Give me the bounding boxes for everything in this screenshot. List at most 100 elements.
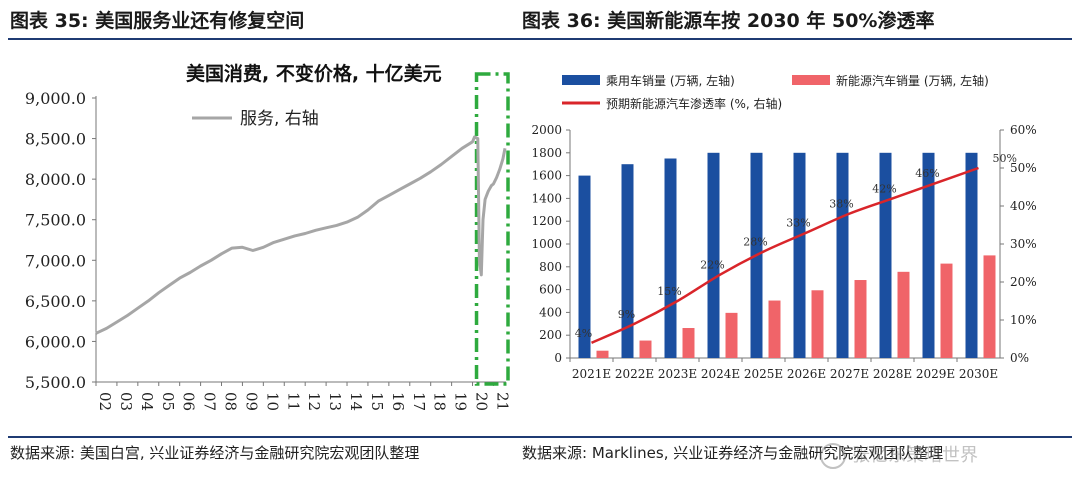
right-chart-y-tick-label: 1400 bbox=[531, 191, 562, 205]
bar-passenger-sales bbox=[922, 152, 935, 358]
right-chart-y-tick-label: 400 bbox=[539, 305, 562, 319]
left-chart-series-line bbox=[95, 135, 507, 335]
right-chart-x-tick-label: 2022E bbox=[615, 367, 654, 381]
right-chart-x-tick-label: 2027E bbox=[830, 367, 869, 381]
bar-passenger-sales bbox=[578, 175, 591, 358]
penetration-rate-line bbox=[590, 166, 979, 344]
left-chart-x-tick-label: 09 bbox=[242, 392, 260, 411]
bar-passenger-sales bbox=[879, 152, 892, 358]
right-chart-y2-tick-label: 40% bbox=[1010, 199, 1037, 213]
footer-rule bbox=[8, 436, 1072, 438]
left-chart-y-tick-label: 5,500.0 bbox=[25, 373, 86, 392]
right-chart-x-tick-label: 2030E bbox=[959, 367, 998, 381]
right-chart-x-tick-label: 2029E bbox=[916, 367, 955, 381]
penetration-rate-label: 33% bbox=[786, 217, 810, 230]
right-chart-x-tick-label: 2025E bbox=[744, 367, 783, 381]
right-chart-y-tick-label: 1800 bbox=[531, 146, 562, 160]
bar-nev-sales bbox=[940, 263, 953, 358]
left-chart-x-tick-label: 04 bbox=[138, 392, 156, 411]
left-chart-legend-label: 服务, 右轴 bbox=[240, 109, 319, 129]
left-figure-title: 图表 35: 美国服务业还有修复空间 bbox=[10, 10, 305, 32]
right-legend-label-nev: 新能源汽车销量 (万辆, 左轴) bbox=[836, 73, 989, 88]
bar-passenger-sales bbox=[965, 152, 978, 358]
penetration-rate-label: 50% bbox=[993, 152, 1017, 165]
right-chart-y-tick-label: 800 bbox=[539, 260, 562, 274]
left-chart-y-tick-label: 8,500.0 bbox=[25, 130, 86, 149]
penetration-rate-label: 4% bbox=[575, 327, 592, 340]
bar-nev-sales bbox=[682, 328, 695, 358]
bar-passenger-sales bbox=[707, 152, 720, 358]
left-chart-x-tick-label: 12 bbox=[305, 392, 323, 411]
left-chart-y-tick-label: 8,000.0 bbox=[25, 170, 86, 189]
penetration-rate-label: 46% bbox=[915, 167, 939, 180]
left-chart-x-tick-label: 15 bbox=[368, 392, 386, 411]
right-chart-y-tick-label: 0 bbox=[554, 351, 562, 365]
left-source-note: 数据来源: 美国白宫, 兴业证券经济与金融研究院宏观团队整理 bbox=[10, 444, 420, 462]
left-chart-title: 美国消费, 不变价格, 十亿美元 bbox=[186, 62, 442, 85]
left-chart-x-tick-label: 14 bbox=[347, 392, 365, 411]
left-chart-x-tick-label: 05 bbox=[159, 392, 177, 411]
right-source-note: 数据来源: Marklines, 兴业证券经济与金融研究院宏观团队整理 bbox=[522, 444, 944, 462]
right-chart-y2-tick-label: 50% bbox=[1010, 161, 1037, 175]
right-chart-y-tick-label: 1000 bbox=[531, 237, 562, 251]
right-figure-title: 图表 36: 美国新能源车按 2030 年 50%渗透率 bbox=[522, 10, 935, 32]
bar-passenger-sales bbox=[664, 158, 677, 358]
left-chart-x-tick-label: 21 bbox=[493, 392, 511, 411]
right-chart-x-tick-label: 2028E bbox=[873, 367, 912, 381]
left-chart-y-tick-label: 7,500.0 bbox=[25, 211, 86, 230]
right-chart-y-tick-label: 2000 bbox=[531, 123, 562, 137]
right-chart-x-tick-label: 2023E bbox=[658, 367, 697, 381]
watermark-text: 张忆东策略世界 bbox=[852, 445, 978, 466]
penetration-rate-label: 22% bbox=[700, 258, 724, 271]
penetration-rate-label: 38% bbox=[829, 198, 853, 211]
bar-nev-sales bbox=[768, 300, 781, 358]
right-legend-label-penetration: 预期新能源汽车渗透率 (%, 右轴) bbox=[606, 96, 782, 111]
right-chart-y2-tick-label: 10% bbox=[1010, 313, 1037, 327]
left-chart-x-tick-label: 07 bbox=[201, 392, 219, 411]
left-chart-x-tick-label: 19 bbox=[452, 392, 470, 411]
penetration-rate-label: 9% bbox=[618, 308, 635, 321]
left-chart-x-tick-label: 18 bbox=[431, 392, 449, 411]
left-chart-x-tick-label: 06 bbox=[180, 392, 198, 411]
left-chart-x-tick-label: 17 bbox=[410, 392, 428, 411]
penetration-rate-label: 42% bbox=[872, 182, 896, 195]
right-chart-y2-tick-label: 30% bbox=[1010, 237, 1037, 251]
bar-nev-sales bbox=[854, 280, 867, 358]
right-legend-label-passenger: 乘用车销量 (万辆, 左轴) bbox=[606, 73, 735, 88]
watermark: 张忆东策略世界 bbox=[820, 441, 978, 469]
left-chart-y-tick-label: 6,500.0 bbox=[25, 292, 86, 311]
left-chart-x-tick-label: 16 bbox=[389, 392, 407, 411]
left-chart-x-tick-label: 03 bbox=[117, 392, 135, 411]
right-chart-x-tick-label: 2021E bbox=[572, 367, 611, 381]
left-chart-x-tick-label: 11 bbox=[284, 392, 302, 411]
bar-nev-sales bbox=[983, 255, 996, 358]
right-chart-y2-tick-label: 20% bbox=[1010, 275, 1037, 289]
right-legend-swatch-passenger bbox=[562, 75, 600, 85]
right-chart-y-tick-label: 600 bbox=[539, 283, 562, 297]
wechat-icon bbox=[820, 443, 846, 469]
left-chart-x-tick-label: 08 bbox=[222, 392, 240, 411]
left-chart-y-tick-label: 7,000.0 bbox=[25, 251, 86, 270]
penetration-rate-label: 28% bbox=[743, 236, 767, 249]
left-chart-highlight-box bbox=[474, 72, 510, 386]
left-chart-x-tick-label: 13 bbox=[326, 392, 344, 411]
bar-nev-sales bbox=[897, 271, 910, 358]
bar-passenger-sales bbox=[836, 152, 849, 358]
left-chart-y-tick-label: 6,000.0 bbox=[25, 332, 86, 351]
bar-nev-sales bbox=[725, 312, 738, 358]
bar-passenger-sales bbox=[621, 164, 634, 358]
left-chart-x-tick-label: 02 bbox=[96, 392, 114, 411]
right-legend-swatch-nev bbox=[792, 75, 830, 85]
right-chart-y-tick-label: 1200 bbox=[531, 214, 562, 228]
right-chart-x-tick-label: 2024E bbox=[701, 367, 740, 381]
left-chart-x-tick-label: 10 bbox=[263, 392, 281, 411]
left-chart-x-tick-label: 20 bbox=[473, 392, 491, 411]
bar-passenger-sales bbox=[793, 152, 806, 358]
bar-nev-sales bbox=[811, 290, 824, 358]
right-chart-y-tick-label: 200 bbox=[539, 328, 562, 342]
bar-nev-sales bbox=[639, 340, 652, 358]
right-chart-y2-tick-label: 0% bbox=[1010, 351, 1029, 365]
right-chart-x-tick-label: 2026E bbox=[787, 367, 826, 381]
right-chart-y-tick-label: 1600 bbox=[531, 169, 562, 183]
